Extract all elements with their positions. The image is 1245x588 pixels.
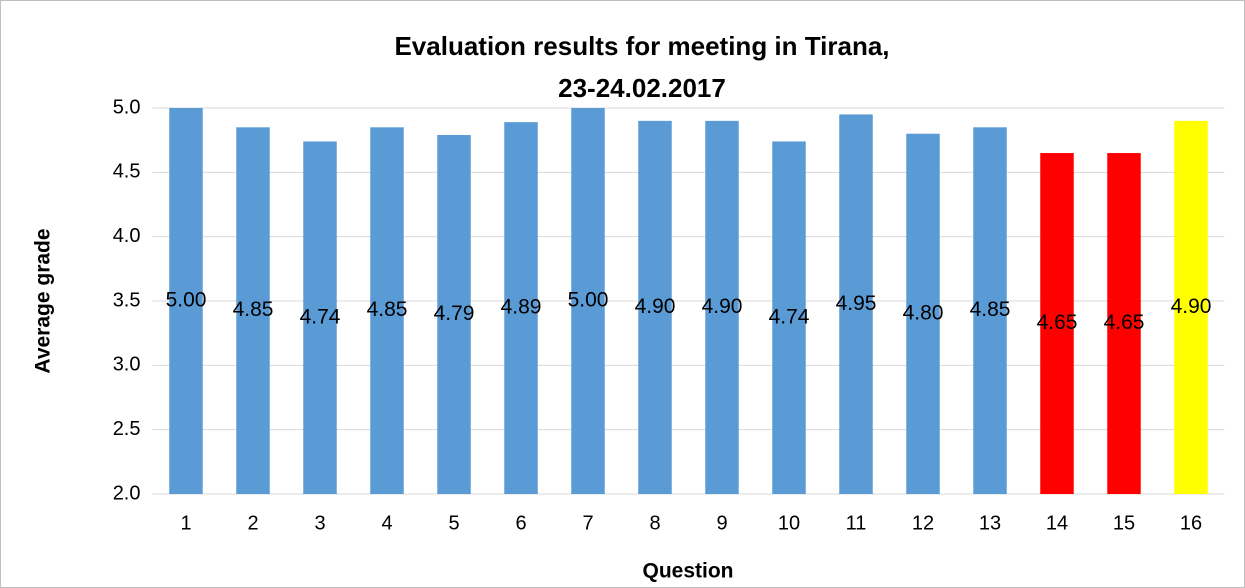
- bar: [504, 122, 538, 495]
- x-tick-label: 10: [778, 512, 800, 534]
- bar: [437, 135, 471, 494]
- data-label: 4.90: [1171, 295, 1212, 318]
- x-tick-label: 7: [582, 512, 593, 534]
- data-label: 4.85: [367, 298, 408, 321]
- bar: [1174, 120, 1208, 494]
- data-label: 4.74: [769, 305, 810, 328]
- bar: [772, 141, 806, 494]
- y-tick-label: 3.0: [113, 354, 141, 376]
- data-label: 4.85: [970, 298, 1011, 321]
- x-tick-label: 16: [1180, 512, 1202, 534]
- y-tick-label: 2.5: [113, 418, 141, 440]
- data-label: 4.85: [233, 298, 274, 321]
- bar: [973, 127, 1007, 495]
- x-tick-label: 15: [1113, 512, 1135, 534]
- chart-title: 23-24.02.2017: [558, 73, 726, 103]
- data-label: 4.90: [635, 295, 676, 318]
- bar: [906, 133, 940, 494]
- x-tick-label: 13: [979, 512, 1001, 534]
- y-tick-label: 3.5: [113, 289, 141, 311]
- x-tick-label: 5: [448, 512, 459, 534]
- x-tick-label: 2: [247, 512, 258, 534]
- data-label: 4.65: [1037, 311, 1078, 334]
- x-tick-label: 4: [381, 512, 392, 534]
- bar: [1040, 153, 1074, 495]
- y-axis-label: Average grade: [32, 228, 55, 373]
- y-tick-label: 4.0: [113, 225, 141, 247]
- data-label: 4.80: [903, 301, 944, 324]
- x-tick-label: 14: [1046, 512, 1068, 534]
- x-tick-label: 11: [846, 512, 867, 534]
- x-tick-label: 1: [180, 512, 191, 534]
- data-label: 4.74: [300, 305, 341, 328]
- bar: [236, 127, 270, 495]
- x-tick-label: 12: [912, 512, 934, 534]
- y-tick-label: 4.5: [113, 161, 141, 183]
- chart-title: Evaluation results for meeting in Tirana…: [394, 31, 889, 61]
- y-tick-label: 2.0: [113, 482, 141, 504]
- bar: [370, 127, 404, 495]
- y-tick-label: 5.0: [113, 96, 141, 118]
- bar: [1107, 153, 1141, 495]
- bar: [303, 141, 337, 494]
- data-label: 5.00: [166, 289, 207, 312]
- x-tick-label: 8: [649, 512, 660, 534]
- bar: [705, 120, 739, 494]
- x-tick-label: 6: [515, 512, 526, 534]
- x-tick-label: 9: [716, 512, 727, 534]
- data-label: 4.90: [702, 295, 743, 318]
- bar: [571, 108, 605, 494]
- bar: [169, 108, 203, 494]
- data-label: 4.89: [501, 296, 542, 319]
- data-label: 4.79: [434, 302, 475, 325]
- x-tick-label: 3: [314, 512, 325, 534]
- bar: [839, 114, 873, 494]
- data-label: 5.00: [568, 289, 609, 312]
- x-axis-label: Question: [642, 560, 733, 583]
- bar: [638, 120, 672, 494]
- data-label: 4.95: [836, 292, 877, 315]
- data-label: 4.65: [1104, 311, 1145, 334]
